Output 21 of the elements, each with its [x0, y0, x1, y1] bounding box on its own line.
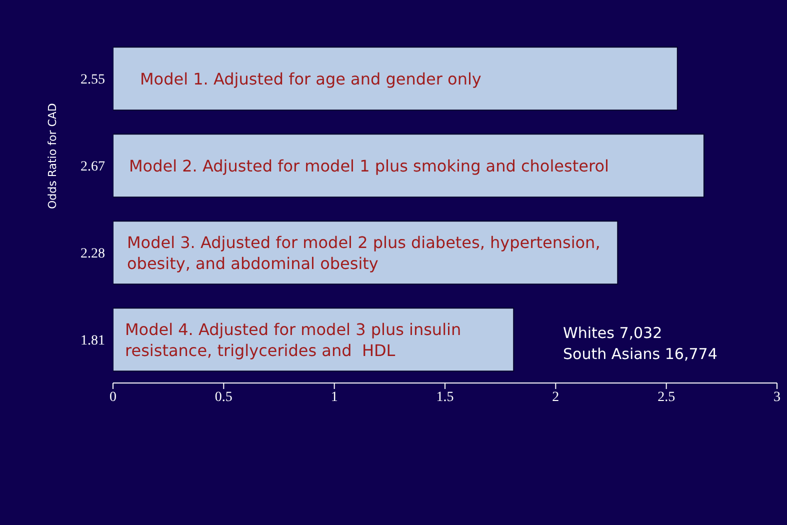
- x-tick-label: 2: [552, 390, 560, 405]
- y-tick-label: Model 4. Adjusted for model 3 plus insulin resistance, triglycerides and HDL: [125, 320, 462, 360]
- y-tick-label: Model 2. Adjusted for model 1 plus smoking and cholesterol: [129, 156, 609, 176]
- data-label: 2.28: [80, 246, 105, 262]
- x-tick-label: 3: [774, 390, 780, 405]
- data-label: 2.67: [80, 159, 105, 174]
- x-tick-label: 1: [330, 390, 338, 405]
- x-tick-label: 1.5: [436, 390, 454, 405]
- data-label: 2.55: [80, 72, 105, 88]
- annotation: Whites 7,032 South Asians 16,774: [563, 323, 718, 365]
- bar: [113, 46, 678, 111]
- data-label: 1.81: [80, 333, 105, 348]
- y-tick-label: Model 3. Adjusted for model 2 plus diabetes, hypertension, obesity, and abdominal obesity: [127, 232, 600, 273]
- x-tick-label: 2.5: [658, 390, 676, 405]
- bar: [113, 220, 618, 285]
- y-axis-title: Odds Ratio for CAD: [46, 103, 59, 209]
- bar: [113, 308, 514, 372]
- y-tick-label: Model 1. Adjusted for age and gender only: [140, 69, 482, 88]
- x-tick-label: 0: [110, 390, 116, 405]
- bar: [113, 134, 704, 198]
- x-tick-label: 0.5: [214, 390, 232, 405]
